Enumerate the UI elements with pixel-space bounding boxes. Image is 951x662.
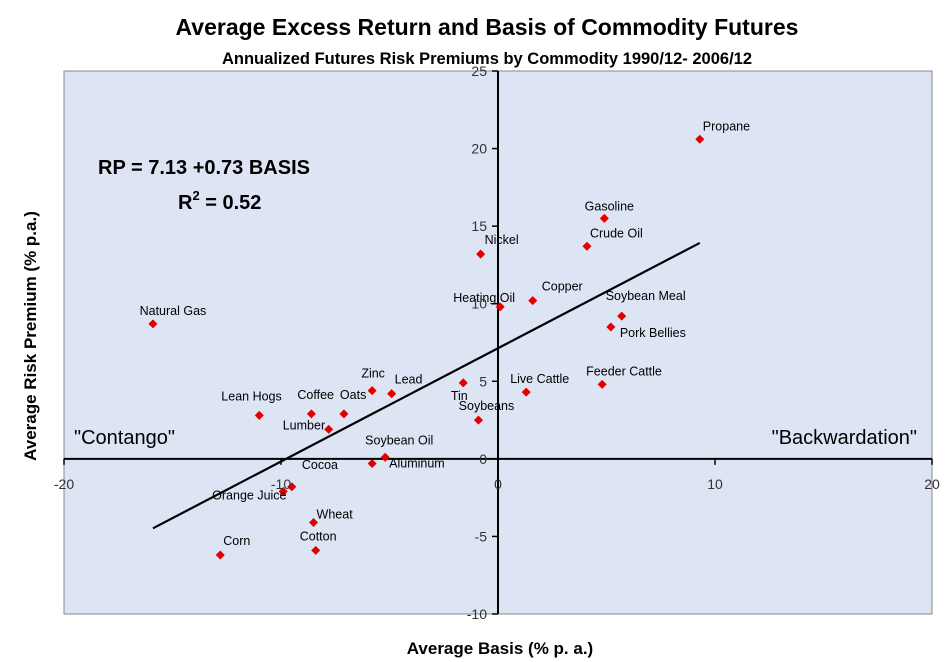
point-label: Gasoline [585,199,634,213]
point-label: Orange Juice [212,488,286,502]
y-tick-label: -10 [467,606,487,622]
point-label: Crude Oil [590,226,643,240]
contango-label: "Contango" [74,427,175,449]
point-label: Corn [223,534,250,548]
point-label: Tin [451,389,468,403]
regression-line-group [152,241,701,530]
backwardation-label: "Backwardation" [772,427,917,449]
point-label: Lumber [283,418,325,432]
r-squared: R2 = 0.52 [178,188,261,214]
point-label: Heating Oil [453,291,515,305]
point-label: Nickel [485,233,519,247]
r-squared-value: = 0.52 [200,192,262,214]
point-label: Soybeans [459,399,515,413]
x-axis-label: Average Basis (% p. a.) [407,639,593,658]
point-label: Lean Hogs [221,389,281,403]
tick-labels: -20 -10 0 10 20 -10 -5 0 5 10 15 20 25 [54,63,940,622]
x-tick-label: -20 [54,476,74,492]
data-points: Propane Gasoline Crude Oil Nickel Heating Oi… [140,119,750,560]
x-tick-label: 10 [707,476,723,492]
point-label: Copper [542,280,583,294]
y-axis-label: Average Risk Premium (% p.a.) [21,211,40,461]
y-tick-label: 20 [471,141,487,157]
regression-equation: RP = 7.13 +0.73 BASIS [98,157,310,179]
y-tick-label: 15 [471,218,487,234]
point-label: Oats [340,388,366,402]
point-label: Natural Gas [140,304,207,318]
point-label: Cocoa [302,458,338,472]
regression-line [152,241,701,530]
point-nickel [476,249,486,259]
point-label: Propane [703,119,750,133]
point-label: Wheat [317,507,354,521]
y-tick-label: 10 [471,296,487,312]
point-label: Aluminum [389,457,445,471]
point-soybean-meal [617,311,627,321]
axes [63,70,933,615]
point-label: Zinc [361,367,385,381]
point-label: Soybean Oil [365,433,433,447]
point-label: Coffee [297,388,334,402]
point-cotton [311,545,321,555]
point-feeder-cattle [597,379,607,389]
point-copper [528,296,538,306]
r-squared-superscript: 2 [192,188,199,203]
y-tick-label: -5 [475,528,488,544]
point-label: Soybean Meal [606,289,686,303]
r-squared-prefix: R [178,192,193,214]
point-label: Feeder Cattle [586,364,662,378]
y-tick-label: 25 [471,63,487,79]
point-natural-gas [148,319,158,329]
point-label: Pork Bellies [620,326,686,340]
point-corn [215,550,225,560]
x-tick-label: 0 [494,476,502,492]
y-tick-label: 0 [479,451,487,467]
point-label: Live Cattle [510,372,569,386]
x-tick-label: -10 [271,476,291,492]
chart-subtitle: Annualized Futures Risk Premiums by Comm… [222,50,752,68]
point-label: Cotton [300,529,337,543]
x-tick-label: 20 [924,476,940,492]
y-tick-label: 5 [479,373,487,389]
point-label: Lead [395,373,423,387]
chart-title: Average Excess Return and Basis of Commo… [176,14,799,40]
point-crude-oil [582,241,592,251]
